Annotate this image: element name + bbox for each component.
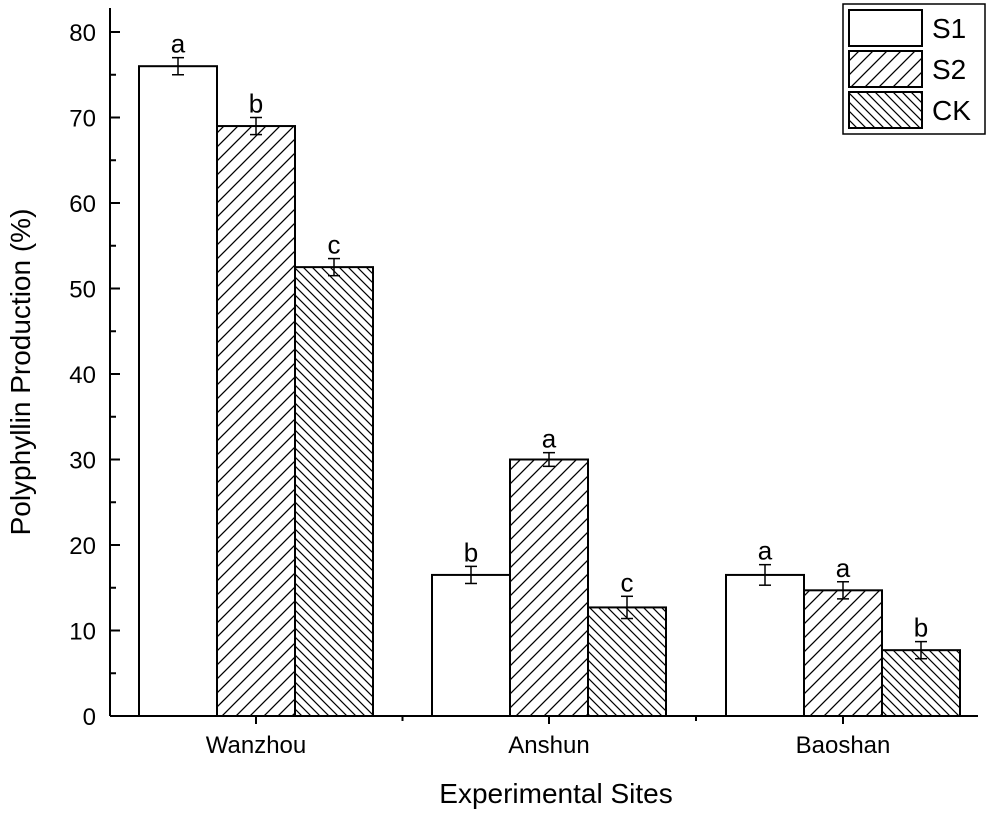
y-tick-label: 80 bbox=[69, 20, 96, 47]
error-bar-series-s2-baoshan bbox=[837, 581, 849, 600]
legend-label-s1: S1 bbox=[932, 13, 966, 44]
y-tick-label: 20 bbox=[69, 533, 96, 560]
legend-label-ck: CK bbox=[932, 95, 971, 126]
x-tick-label-anshun: Anshun bbox=[508, 732, 589, 759]
x-tick-label-wanzhou: Wanzhou bbox=[206, 732, 307, 759]
bar-series-s2-baoshan bbox=[803, 589, 883, 717]
significance-label-series-s1-anshun: b bbox=[464, 537, 478, 567]
plot-area: a b a b a a c c b bbox=[138, 29, 961, 718]
error-bar-series-s1-anshun bbox=[465, 565, 477, 585]
legend-swatch-s1 bbox=[848, 9, 923, 47]
significance-label-series-s2-anshun: a bbox=[542, 424, 557, 454]
significance-label-series-ck-anshun: c bbox=[621, 567, 634, 597]
bar-series-s1-wanzhou bbox=[138, 65, 218, 717]
bar-series-s2-anshun bbox=[509, 458, 589, 717]
bar-series-s1-baoshan bbox=[725, 573, 805, 717]
legend-label-s2: S2 bbox=[932, 54, 966, 85]
y-tick-label: 10 bbox=[69, 619, 96, 646]
significance-label-series-ck-wanzhou: c bbox=[328, 230, 341, 260]
bar-series-ck-baoshan bbox=[881, 649, 961, 717]
y-tick-label: 30 bbox=[69, 448, 96, 475]
error-bar-series-s2-wanzhou bbox=[250, 116, 262, 136]
y-tick-label: 50 bbox=[69, 277, 96, 304]
x-tick-label-baoshan: Baoshan bbox=[796, 732, 891, 759]
error-bar-series-ck-wanzhou bbox=[328, 257, 340, 277]
significance-label-series-ck-baoshan: b bbox=[914, 613, 928, 643]
y-tick-label: 0 bbox=[83, 704, 96, 731]
error-bar-series-ck-baoshan bbox=[915, 640, 927, 660]
significance-label-series-s1-baoshan: a bbox=[758, 536, 773, 566]
bar-series-ck-anshun bbox=[587, 606, 667, 717]
legend-swatch-ck bbox=[848, 91, 923, 129]
significance-label-series-s2-baoshan: a bbox=[836, 553, 851, 583]
legend-swatch-s2 bbox=[848, 50, 923, 88]
bar-series-s1-anshun bbox=[431, 573, 511, 717]
bar-series-ck-wanzhou bbox=[294, 266, 374, 717]
legend: S1 S2 CK bbox=[842, 3, 986, 135]
significance-label-series-s2-wanzhou: b bbox=[249, 89, 263, 119]
significance-label-series-s1-wanzhou: a bbox=[171, 29, 186, 59]
error-bar-series-s2-anshun bbox=[543, 451, 555, 468]
error-bar-series-ck-anshun bbox=[621, 595, 633, 620]
y-tick-label: 60 bbox=[69, 191, 96, 218]
y-axis-title: Polyphyllin Production (%) bbox=[5, 209, 36, 536]
y-tick-label: 40 bbox=[69, 362, 96, 389]
error-bar-series-s1-baoshan bbox=[759, 563, 771, 586]
axes: 0 10 20 30 40 50 60 70 80 Wanzhou Anshun Baoshan bbox=[69, 8, 978, 759]
y-tick-label: 70 bbox=[69, 106, 96, 133]
x-axis-title: Experimental Sites bbox=[439, 778, 672, 809]
bar-series-s2-wanzhou bbox=[216, 125, 296, 718]
error-bar-series-s1-wanzhou bbox=[172, 56, 184, 76]
